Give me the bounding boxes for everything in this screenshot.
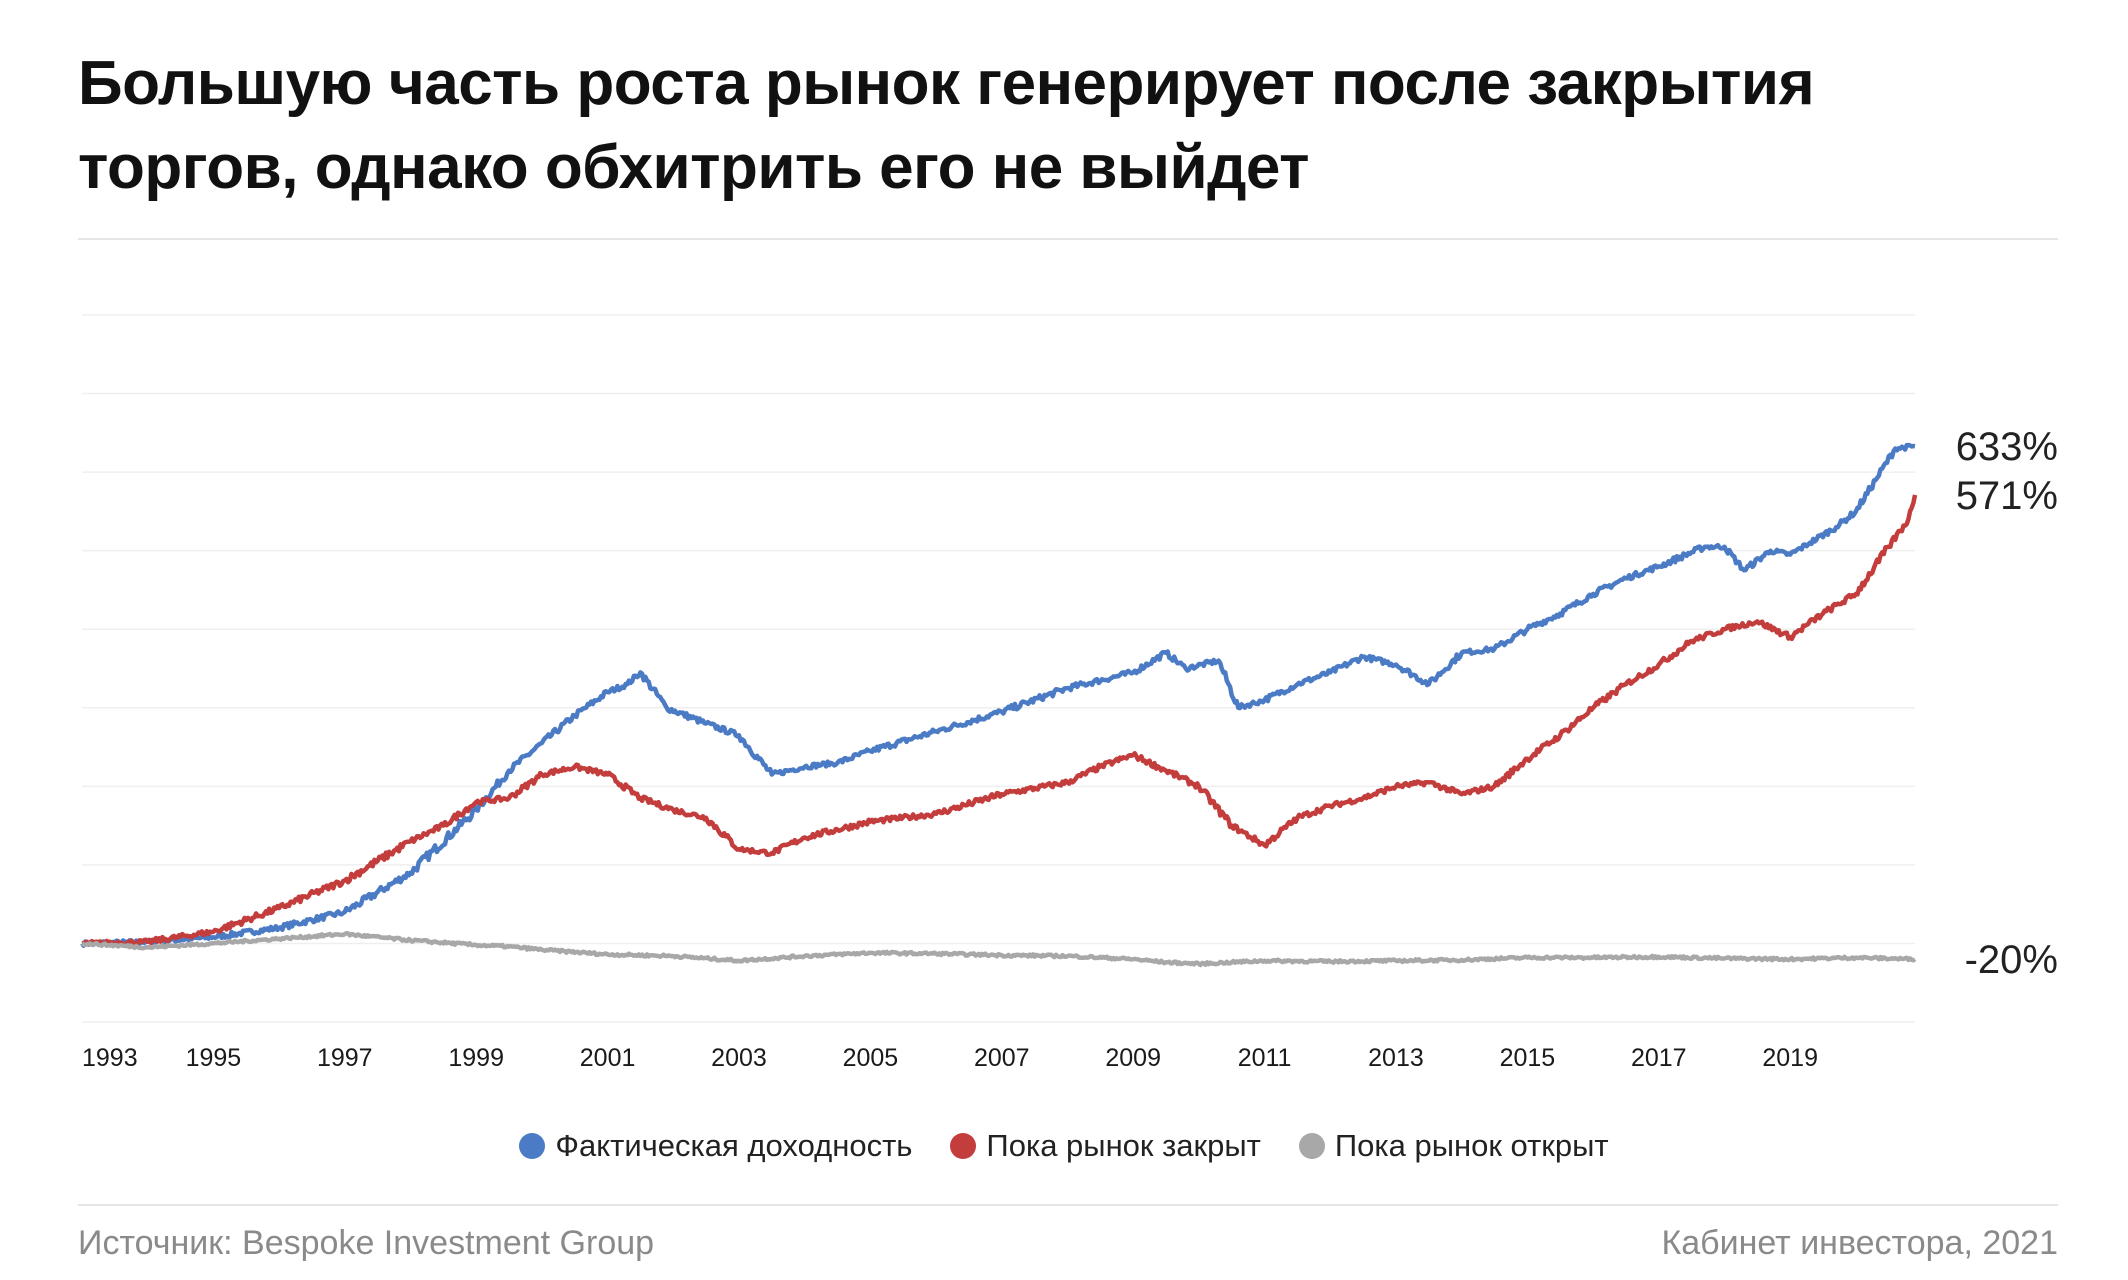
x-tick-label: 2017	[1631, 1044, 1687, 1072]
x-axis-ticks: 1993 1995 1997 1999 2001 2003 2005 2007 2009 2011…	[82, 1044, 1818, 1072]
x-tick-label: 2001	[580, 1044, 636, 1072]
end-label-closed: 571%	[1956, 474, 2058, 518]
credit-note: Кабинет инвестора, 2021	[1661, 1224, 2058, 1262]
x-tick-label: 2003	[711, 1044, 767, 1072]
x-tick-label: 2013	[1368, 1044, 1424, 1072]
bottom-divider	[78, 1204, 2058, 1206]
source-note: Источник: Bespoke Investment Group	[78, 1224, 655, 1262]
line-chart: 1993 1995 1997 1999 2001 2003 2005 2007 2009 2011…	[80, 314, 2058, 1072]
x-tick-label: 2011	[1238, 1044, 1292, 1072]
legend-marker-open	[1298, 1133, 1325, 1159]
end-label-open: -20%	[1965, 938, 2058, 982]
legend-item-actual: Фактическая доходность	[519, 1128, 912, 1164]
x-tick-label: 1993	[82, 1044, 138, 1072]
legend-label-actual: Фактическая доходность	[555, 1128, 913, 1163]
top-divider	[78, 238, 2058, 240]
x-tick-label: 1995	[186, 1044, 242, 1072]
legend-item-open: Пока рынок открыт	[1298, 1128, 1609, 1164]
legend-item-closed: Пока рынок закрыт	[950, 1128, 1261, 1164]
legend-marker-closed	[950, 1133, 977, 1159]
grid-layer	[82, 314, 1915, 1023]
series-line-open	[80, 930, 1917, 968]
legend-label-closed: Пока рынок закрыт	[986, 1128, 1261, 1163]
x-tick-label: 2009	[1105, 1044, 1161, 1072]
x-tick-label: 2005	[843, 1044, 899, 1072]
chart-title: Большую часть роста рынок генерирует пос…	[78, 42, 2058, 210]
chart-title-line-1: Большую часть роста рынок генерирует пос…	[78, 49, 1815, 118]
legend-marker-actual	[519, 1133, 546, 1159]
end-label-actual: 633%	[1956, 425, 2058, 469]
x-tick-label: 2015	[1500, 1044, 1556, 1072]
x-tick-label: 1997	[317, 1044, 373, 1072]
chart-title-line-2: торгов, однако обхитрить его не выйдет	[78, 133, 1309, 202]
series-line-closed	[81, 494, 1918, 948]
series-layer	[80, 442, 1918, 968]
x-tick-label: 2007	[974, 1044, 1030, 1072]
x-tick-label: 2019	[1762, 1044, 1818, 1072]
legend-label-open: Пока рынок открыт	[1334, 1128, 1609, 1163]
end-labels: 633% 571% -20%	[1956, 425, 2058, 982]
chart-legend: Фактическая доходность Пока рынок закрыт…	[0, 1128, 2128, 1164]
series-line-actual	[80, 442, 1916, 948]
x-tick-label: 1999	[448, 1044, 504, 1072]
